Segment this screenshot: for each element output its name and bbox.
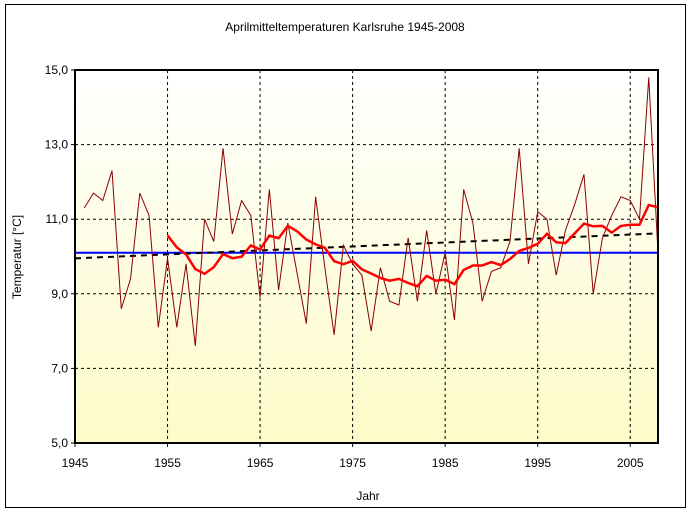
x-tick-label: 1975 <box>339 456 366 470</box>
series-line-moving-average <box>166 203 659 288</box>
x-tick-label: 1945 <box>62 456 89 470</box>
y-axis-label: Temperatur [°C] <box>10 215 24 299</box>
x-tick-label: 1985 <box>432 456 459 470</box>
x-axis-label: Jahr <box>356 489 379 503</box>
y-tick-label: 11,0 <box>46 212 69 226</box>
y-tick-label: 5,0 <box>51 436 68 450</box>
x-tick-label: 1965 <box>247 456 274 470</box>
x-tick-label: 1995 <box>524 456 551 470</box>
plot-area <box>75 70 658 443</box>
plot-border <box>74 69 659 444</box>
y-tick-label: 9,0 <box>51 287 68 301</box>
y-tick-label: 7,0 <box>51 361 68 375</box>
x-axis-ticks: 1945 1955 1965 1975 1985 1995 2005 <box>62 443 644 470</box>
y-tick-label: 13,0 <box>45 138 69 152</box>
x-tick-label: 1955 <box>154 456 181 470</box>
series-layer <box>74 77 659 347</box>
y-axis-ticks: 5,0 7,0 9,0 11,0 13,0 15,0 <box>45 63 75 450</box>
chart-title: Aprilmitteltemperaturen Karlsruhe 1945-2… <box>225 20 465 34</box>
y-tick-label: 15,0 <box>45 63 69 77</box>
trend-line <box>74 232 659 260</box>
x-tick-label: 2005 <box>617 456 644 470</box>
series-line-april-mean <box>83 77 659 347</box>
